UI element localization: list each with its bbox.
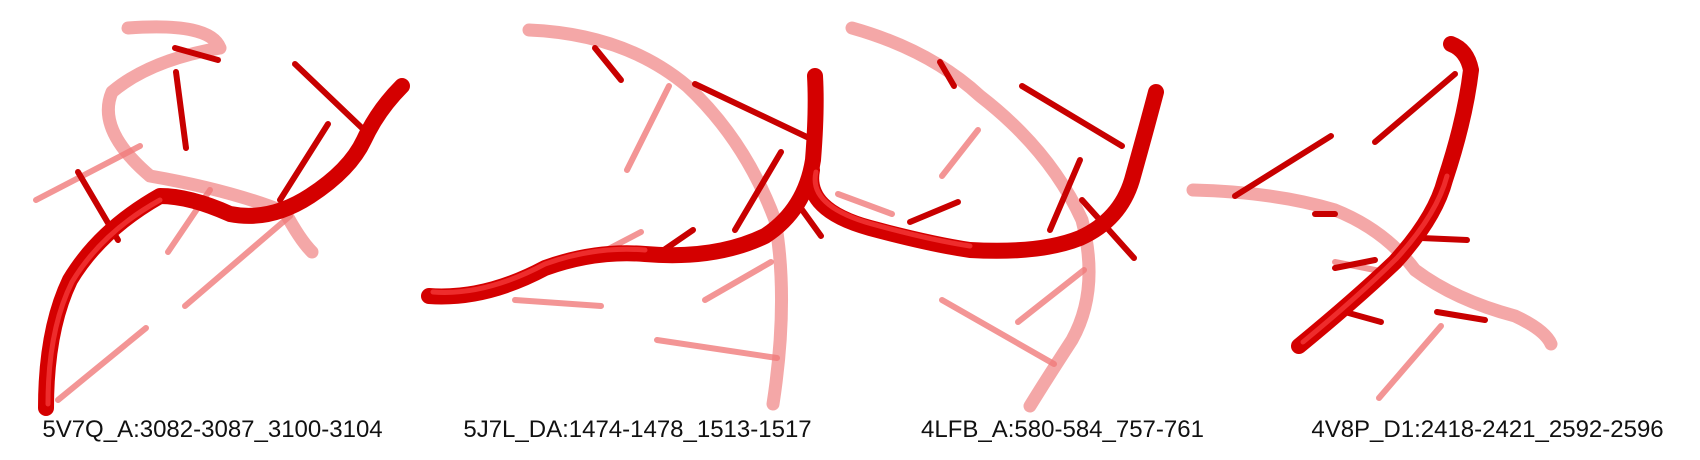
- back-bases: [835, 127, 1087, 367]
- rna-structure-image-2: [421, 23, 824, 411]
- front-strand: [421, 68, 824, 305]
- structure-panel-3: 4LFB_A:580-584_757-761: [803, 0, 1275, 460]
- structure-panel-2: 5J7L_DA:1474-1478_1513-1517: [421, 0, 850, 460]
- back-strand: [522, 23, 788, 411]
- front-bases: [1232, 71, 1488, 325]
- front-bases: [907, 59, 1137, 261]
- structure-label: 4LFB_A:580-584_757-761: [921, 416, 1204, 443]
- back-bases: [33, 143, 293, 403]
- structure-label: 5V7Q_A:3082-3087_3100-3104: [42, 416, 383, 443]
- structure-label: 4V8P_D1:2418-2421_2592-2596: [1311, 416, 1664, 443]
- structure-label: 5J7L_DA:1474-1478_1513-1517: [463, 416, 812, 443]
- rna-structure-image-3: [803, 21, 1164, 413]
- rna-structure-image-1: [33, 20, 410, 416]
- front-bases: [75, 45, 365, 243]
- front-strand: [1291, 36, 1479, 354]
- structure-panel-1: 5V7Q_A:3082-3087_3100-3104: [0, 0, 425, 460]
- structure-panel-4: 4V8P_D1:2418-2421_2592-2596: [1186, 0, 1700, 460]
- rna-structure-image-4: [1186, 36, 1558, 401]
- front-strand: [803, 84, 1164, 259]
